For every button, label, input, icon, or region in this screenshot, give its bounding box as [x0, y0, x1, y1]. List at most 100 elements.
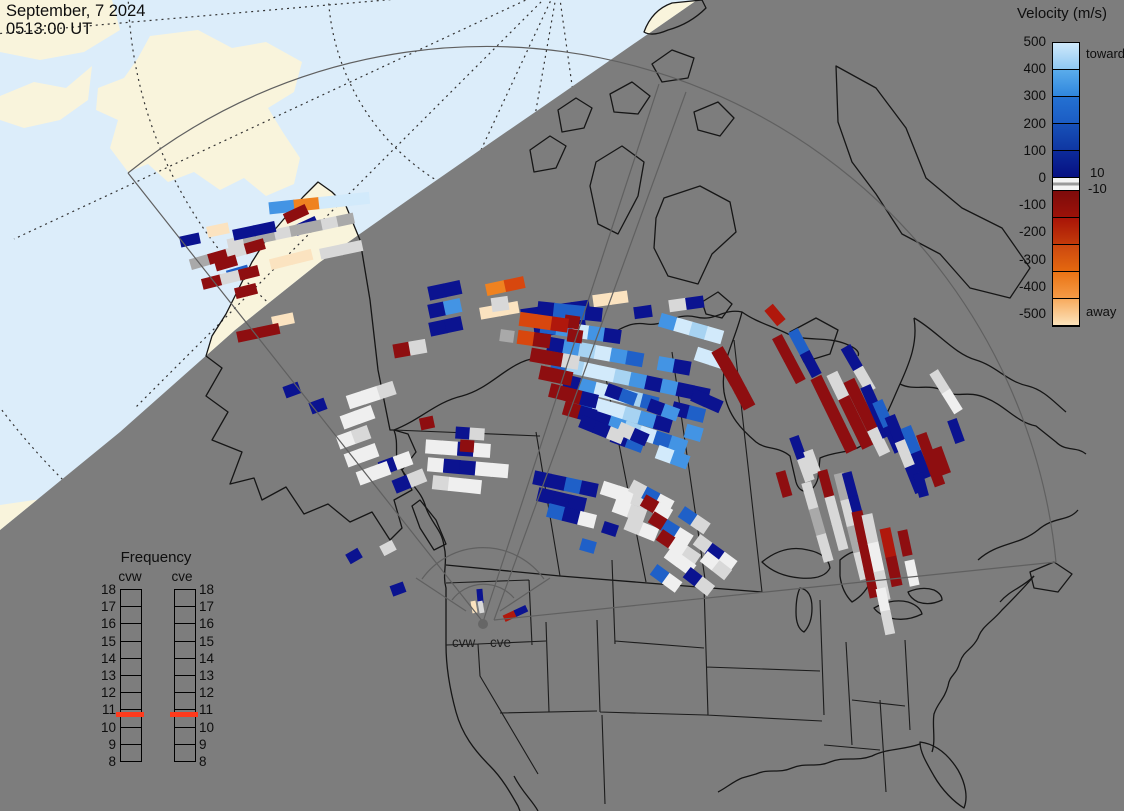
radar-cell [660, 519, 681, 539]
radar-cell [673, 527, 694, 547]
radar-cell [431, 475, 451, 491]
radar-cell [392, 451, 414, 471]
radar-cell [897, 529, 913, 557]
velocity-tick: 400 [1023, 61, 1046, 77]
radar-cell [841, 471, 859, 499]
freq-bar-cell [121, 590, 141, 608]
freq-tick: 11 [199, 702, 214, 718]
radar-cell [597, 365, 617, 383]
toward-label: toward [1086, 46, 1124, 61]
freq-bar-cell [121, 710, 141, 728]
radar-cell [799, 350, 822, 379]
radar-cell [609, 347, 629, 365]
freq-tick: 10 [100, 719, 116, 735]
radar-cell [609, 290, 629, 305]
radar-cell [867, 541, 885, 574]
radar-cell [656, 356, 676, 373]
radar-cell [256, 322, 281, 339]
velocity-tick: 200 [1023, 115, 1046, 131]
radar-cell [225, 243, 248, 260]
radar-cell [538, 365, 558, 383]
radar-cell [536, 301, 556, 317]
radar-cell [639, 494, 661, 514]
freq-tick: 13 [199, 668, 215, 683]
velocity-segment [1053, 43, 1079, 70]
radar-cell [688, 321, 709, 340]
radar-cell [947, 418, 965, 444]
radar-cell [579, 538, 597, 554]
radar-cell [563, 387, 584, 405]
freq-bar-cell [121, 728, 141, 745]
velocity-legend-title: Velocity (m/s) [1016, 5, 1107, 22]
radar-cell [318, 194, 346, 210]
radar-cell [601, 520, 619, 538]
radar-cell [406, 468, 428, 488]
radar-cell [579, 480, 599, 498]
radar-cell [931, 445, 951, 477]
radar-cell [587, 325, 606, 342]
radar-cell [629, 427, 650, 447]
radar-cell [518, 311, 538, 329]
radar-cell [567, 494, 588, 512]
radar-cell [513, 605, 529, 617]
radar-cell [418, 415, 436, 431]
radar-cell [711, 346, 733, 370]
radar-cell [638, 522, 660, 542]
radar-cell [499, 329, 515, 343]
radar-cell [633, 304, 653, 320]
freq-bar-cell [175, 676, 195, 694]
radar-cell [354, 405, 376, 425]
radar-cell [308, 397, 328, 415]
radar-cell [646, 398, 667, 417]
radar-cell [455, 426, 471, 440]
radar-cell [810, 374, 834, 406]
velocity-segment [1053, 218, 1079, 245]
radar-cell [801, 481, 819, 511]
radar-cell [661, 572, 683, 593]
freq-tick: 15 [100, 633, 116, 649]
radar-cell [563, 477, 584, 495]
radar-cell [652, 501, 674, 522]
radar-cell [379, 539, 397, 557]
freq-tick: 17 [199, 599, 215, 615]
radar-cell [654, 444, 676, 464]
away-label: away [1086, 304, 1117, 319]
radar-cell [237, 265, 260, 281]
radar-cell [623, 516, 645, 536]
radar-cell [900, 424, 922, 456]
radar-cell [831, 521, 849, 551]
velocity-tick: -500 [1018, 306, 1046, 321]
radar-cell [826, 370, 850, 402]
velocity-tick: -300 [1018, 251, 1046, 267]
radar-cell [343, 191, 371, 207]
radar-cell [857, 538, 875, 571]
radar-cell [884, 413, 906, 445]
freq-bar-cvw [120, 589, 142, 762]
radar-cell [606, 401, 627, 420]
radar-cell [657, 312, 679, 332]
radar-cell [547, 473, 568, 491]
freq-cve-label: cve [171, 569, 193, 584]
radar-cell [561, 400, 583, 420]
radar-cell [725, 370, 747, 394]
radar-cell [703, 394, 724, 414]
radar-cell [469, 427, 485, 441]
freq-bar-cell [121, 659, 141, 676]
radar-cell [612, 368, 633, 386]
radar-cell [673, 317, 694, 336]
freq-bar-cell [175, 693, 195, 711]
radar-site-dot [478, 619, 488, 629]
radar-cell [764, 303, 786, 327]
radar-cell [644, 375, 664, 393]
freq-tick: 11 [101, 702, 116, 718]
freq-tick: 15 [199, 633, 215, 649]
radar-cell [320, 215, 340, 231]
freq-bar-cell [175, 710, 195, 728]
radar-cell [675, 381, 695, 400]
radar-cell [236, 327, 260, 343]
radar-cell [268, 199, 296, 215]
radar-cell [304, 219, 324, 234]
velocity-segment [1053, 124, 1079, 151]
frequency-legend-title: Frequency [120, 549, 192, 566]
